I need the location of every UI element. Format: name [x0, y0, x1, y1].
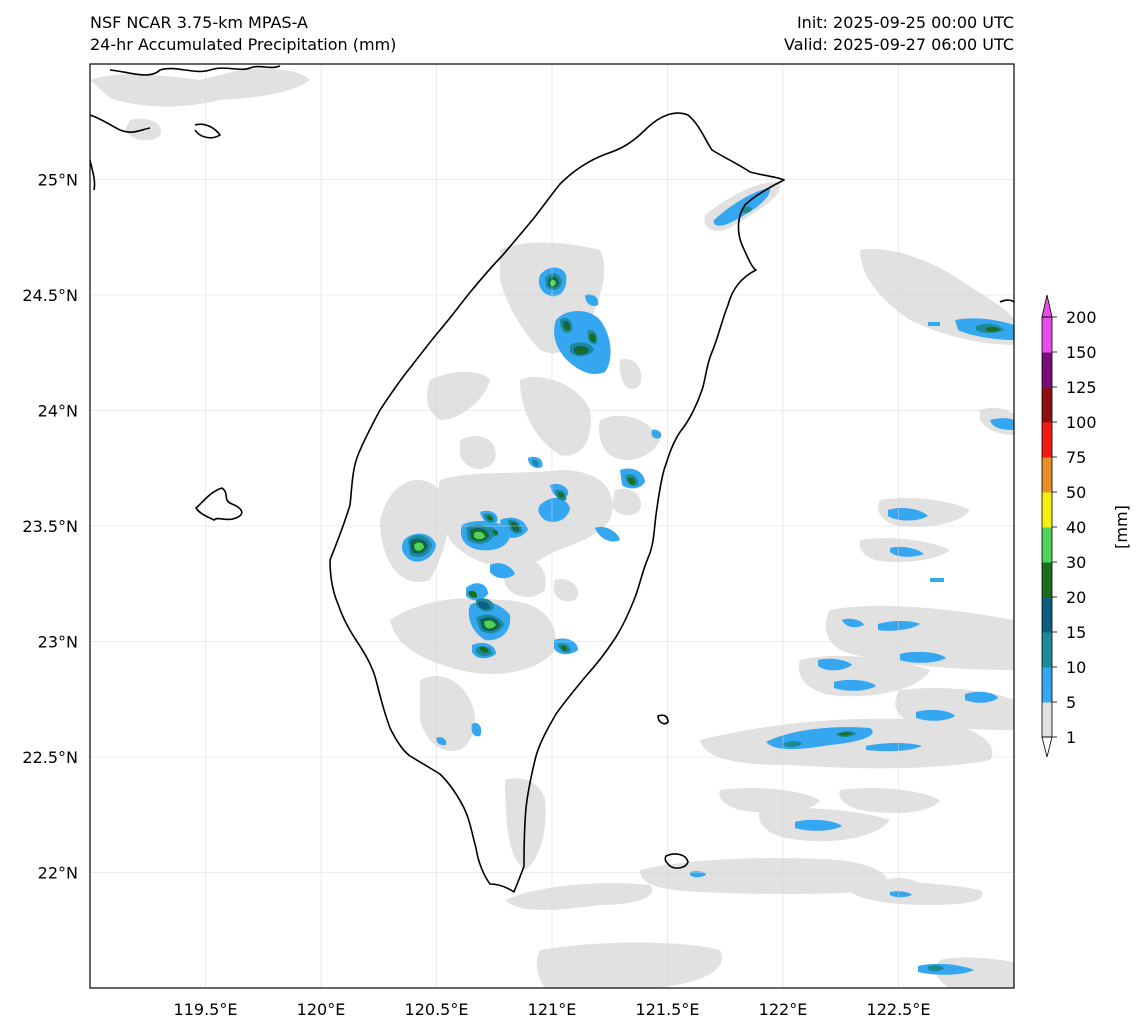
colorbar-tick-label: 1: [1066, 728, 1076, 747]
colorbar-swatch: [1042, 667, 1052, 703]
latitude-tick-label: 22°N: [38, 864, 78, 883]
mainland-china-coastline: [90, 65, 281, 191]
colorbar-tick-label: 40: [1066, 518, 1086, 537]
longitude-tick-label: 120.5°E: [405, 1000, 469, 1019]
colorbar-swatch: [1042, 352, 1052, 388]
colorbar-tick-label: 100: [1066, 413, 1097, 432]
islet-coastline: [999, 299, 1014, 303]
colorbar-swatch: [1042, 492, 1052, 528]
colorbar-tick-label: 30: [1066, 553, 1086, 572]
colorbar-tick-label: 10: [1066, 658, 1086, 677]
colorbar-swatch: [1042, 317, 1052, 353]
taiwan-coastline: [329, 112, 785, 893]
longitude-tick-label: 120°E: [297, 1000, 346, 1019]
orchid-island-coastline: [664, 853, 689, 869]
model-title: NSF NCAR 3.75-km MPAS-A: [90, 13, 308, 32]
colorbar-swatch: [1042, 702, 1052, 738]
colorbar-swatch: [1042, 562, 1052, 598]
colorbar-swatch: [1042, 632, 1052, 668]
map-panel: [90, 64, 1014, 988]
colorbar-swatch: [1042, 597, 1052, 633]
latitude-tick-label: 22.5°N: [22, 748, 78, 767]
latitude-tick-label: 23°N: [38, 633, 78, 652]
colorbar-tick-label: 150: [1066, 343, 1097, 362]
latitude-tick-label: 24°N: [38, 402, 78, 421]
colorbar-extend-max: [1041, 294, 1053, 318]
gridlines: [90, 64, 1014, 988]
colorbar-swatch: [1042, 527, 1052, 563]
init-time: Init: 2025-09-25 00:00 UTC: [796, 13, 1014, 32]
map-frame: [89, 63, 1015, 989]
colorbar-tick-label: 75: [1066, 448, 1086, 467]
colorbar-tick-label: 200: [1066, 308, 1097, 327]
longitude-tick-label: 121.5°E: [636, 1000, 700, 1019]
colorbar-swatch: [1042, 457, 1052, 493]
colorbar-swatch: [1042, 387, 1052, 423]
coastlines: [90, 65, 1014, 893]
valid-time: Valid: 2025-09-27 06:00 UTC: [783, 35, 1014, 54]
header-right: Init: 2025-09-25 00:00 UTC Valid: 2025-0…: [784, 12, 1014, 56]
colorbar-swatch: [1042, 422, 1052, 458]
latitude-labels: 25°N 24.5°N 24°N 23.5°N 23°N 22.5°N 22°N: [22, 171, 78, 883]
field-title: 24-hr Accumulated Precipitation (mm): [90, 35, 397, 54]
latitude-tick-label: 23.5°N: [22, 517, 78, 536]
colorbar-unit-label: [mm]: [1112, 505, 1131, 549]
colorbar-tick-label: 5: [1066, 693, 1076, 712]
colorbar-extend-min: [1041, 736, 1053, 758]
longitude-tick-label: 122°E: [759, 1000, 808, 1019]
colorbar-tick-label: 125: [1066, 378, 1097, 397]
extreme-precip-shading: [414, 279, 556, 629]
latitude-tick-label: 24.5°N: [22, 286, 78, 305]
penghu-coastline: [195, 487, 243, 521]
longitude-labels: 119.5°E 120°E 120.5°E 121°E 121.5°E 122°E 122.…: [174, 1000, 931, 1019]
header-left: NSF NCAR 3.75-km MPAS-A 24-hr Accumulate…: [90, 12, 396, 56]
colorbar-tick-label: 15: [1066, 623, 1086, 642]
longitude-tick-label: 122.5°E: [867, 1000, 931, 1019]
colorbar-tick-label: 20: [1066, 588, 1086, 607]
colorbar-tick-label: 50: [1066, 483, 1086, 502]
longitude-tick-label: 121°E: [528, 1000, 577, 1019]
green-island-coastline: [657, 714, 669, 725]
longitude-tick-label: 119.5°E: [174, 1000, 238, 1019]
latitude-tick-label: 25°N: [38, 171, 78, 190]
